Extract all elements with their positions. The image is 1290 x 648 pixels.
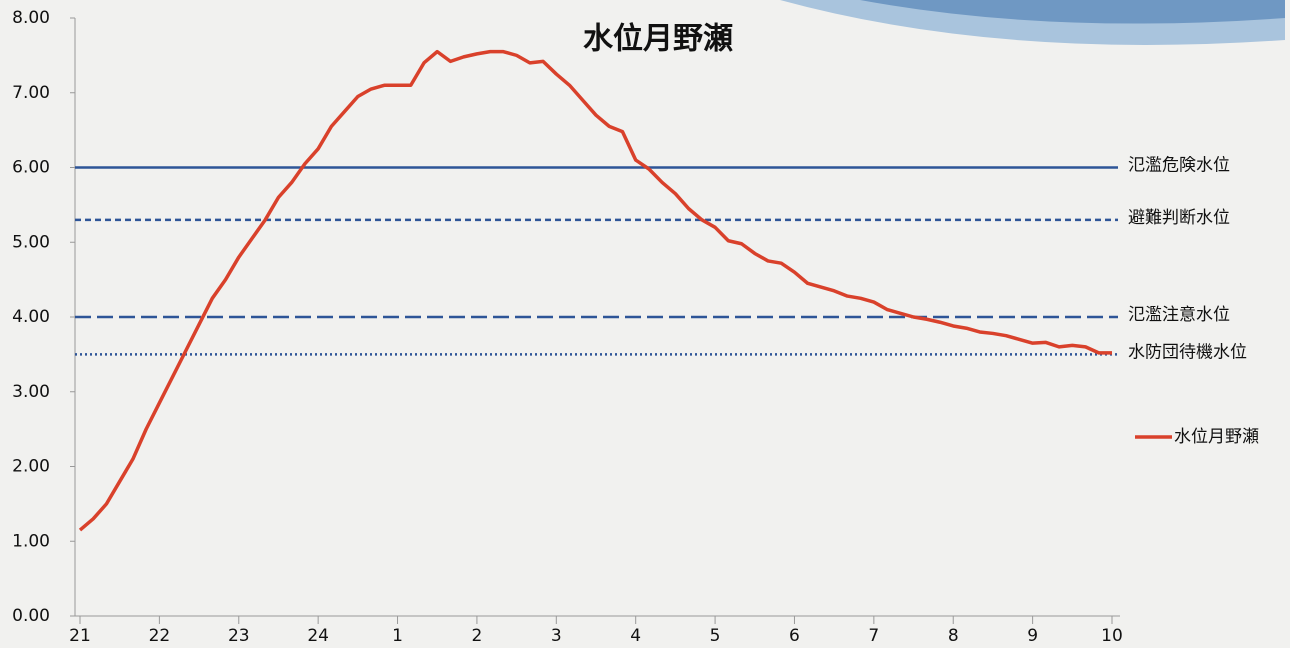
- y-tick-label: 8.00: [12, 8, 50, 28]
- reference-label: 避難判断水位: [1128, 208, 1230, 228]
- y-tick-label: 6.00: [12, 158, 50, 178]
- x-tick-label: 24: [307, 626, 329, 646]
- y-tick-label: 4.00: [12, 307, 50, 327]
- x-tick-label: 23: [228, 626, 250, 646]
- y-tick-label: 7.00: [12, 83, 50, 103]
- data-line: [78, 49, 1112, 532]
- x-tick-label: 21: [69, 626, 91, 646]
- x-tick-label: 2: [472, 626, 483, 646]
- chart-title: 水位月野瀬: [583, 22, 733, 57]
- y-tick-label: 5.00: [12, 232, 50, 252]
- y-tick-label: 0.00: [12, 606, 50, 626]
- legend-label: 水位月野瀬: [1174, 427, 1259, 447]
- x-tick-label: 1: [392, 626, 403, 646]
- reference-label: 氾濫注意水位: [1128, 305, 1230, 325]
- x-tick-label: 22: [149, 626, 171, 646]
- x-tick-label: 3: [551, 626, 562, 646]
- y-tick-label: 2.00: [12, 457, 50, 477]
- x-tick-label: 7: [868, 626, 879, 646]
- x-tick-label: 4: [630, 626, 641, 646]
- x-tick-label: 9: [1027, 626, 1038, 646]
- reference-label: 水防団待機水位: [1128, 342, 1247, 362]
- y-tick-label: 3.00: [12, 382, 50, 402]
- x-tick-label: 8: [948, 626, 959, 646]
- y-tick-label: 1.00: [12, 531, 50, 551]
- x-tick-label: 10: [1101, 626, 1123, 646]
- x-tick-label: 5: [710, 626, 721, 646]
- x-tick-label: 6: [789, 626, 800, 646]
- wave-decoration: [860, 0, 1285, 24]
- reference-label: 氾濫危険水位: [1128, 156, 1230, 176]
